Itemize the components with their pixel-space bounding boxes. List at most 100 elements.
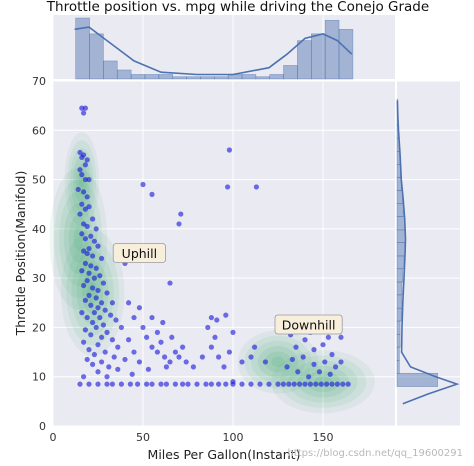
scatter-point	[82, 297, 88, 303]
scatter-point	[275, 381, 281, 387]
right-hist-bar	[396, 203, 404, 217]
kde-contour	[257, 346, 299, 378]
scatter-point	[225, 184, 231, 190]
scatter-point	[136, 305, 142, 311]
scatter-point	[248, 381, 254, 387]
top-hist-bar	[130, 74, 146, 80]
right-hist-bar	[396, 255, 405, 270]
scatter-point	[205, 324, 211, 331]
scatter-point	[82, 162, 88, 168]
scatter-point	[90, 361, 96, 367]
scatter-point	[216, 381, 222, 387]
main-tick-labels: 0 50 100 150 0 10 20 30 40 50 60 70	[32, 75, 334, 444]
scatter-point	[84, 278, 90, 284]
top-hist-bar	[297, 40, 312, 80]
scatter-point	[169, 334, 175, 340]
scatter-point	[104, 329, 110, 335]
scatter-point	[295, 369, 301, 375]
scatter-point	[329, 351, 335, 358]
scatter-point	[338, 334, 344, 340]
scatter-point	[86, 176, 92, 183]
scatter-point	[149, 191, 155, 197]
scatter-point	[91, 238, 97, 244]
scatter-point	[316, 369, 322, 375]
kde-contour	[279, 355, 367, 408]
scatter-point	[338, 359, 344, 365]
top-hist-bar	[310, 33, 326, 80]
kde-contour	[288, 360, 358, 403]
right-hist-bar	[396, 294, 402, 309]
scatter-point	[90, 319, 96, 326]
scatter-point	[90, 253, 96, 259]
scatter-point	[102, 349, 108, 355]
scatter-point	[95, 287, 101, 294]
scatter-point	[221, 364, 227, 370]
scatter-point	[115, 344, 121, 350]
scatter-point	[99, 300, 105, 306]
scatter-point	[88, 263, 94, 269]
right-hist-bar	[396, 242, 406, 257]
scatter-point	[129, 371, 135, 377]
kde-contour	[251, 340, 305, 383]
scatter-point	[86, 245, 92, 252]
x-tick-label: 50	[136, 431, 150, 444]
scatter-point	[149, 344, 155, 350]
scatter-point	[86, 270, 92, 276]
scatter-point	[93, 265, 99, 271]
scatter-point	[216, 354, 222, 360]
scatter-point	[172, 381, 178, 387]
scatter-point	[144, 334, 150, 340]
scatter-point	[95, 243, 101, 249]
scatter-point	[226, 349, 232, 355]
kde-contour	[63, 203, 93, 275]
scatter-point	[145, 366, 151, 372]
scatter-point	[131, 314, 137, 321]
scatter-point	[223, 381, 229, 387]
annotation-box	[112, 243, 166, 263]
top-marginal-background	[53, 15, 395, 79]
scatter-point	[144, 381, 150, 387]
scatter-point	[99, 255, 105, 262]
scatter-point	[149, 314, 155, 321]
scatter-point	[104, 381, 110, 387]
top-hist-bar	[172, 76, 187, 80]
scatter-point	[81, 374, 87, 380]
scatter-point	[100, 280, 106, 286]
scatter-point	[333, 364, 339, 370]
scatter-point	[327, 371, 333, 377]
scatter-point	[180, 344, 186, 350]
scatter-point	[172, 349, 178, 355]
top-hist-bar	[144, 74, 160, 80]
scatter-point	[84, 194, 90, 200]
kde-contour	[49, 167, 107, 310]
scatter-point	[82, 176, 88, 183]
top-hist-bar	[200, 76, 215, 80]
scatter-point	[109, 300, 115, 306]
scatter-point	[214, 317, 220, 323]
scatter-point	[230, 329, 236, 335]
top-marginal-axes	[52, 15, 395, 80]
scatter-point	[162, 354, 168, 360]
annotation-label: Uphill	[122, 246, 157, 261]
scatter-point	[82, 236, 88, 242]
right-marginal-background	[397, 81, 460, 426]
scatter-point	[140, 324, 146, 331]
scatter-point	[77, 211, 83, 217]
scatter-point	[230, 381, 236, 387]
right-hist-bar	[396, 307, 402, 322]
scatter-point	[158, 381, 164, 387]
scatter-point	[108, 312, 114, 318]
top-hist-bar	[103, 60, 118, 80]
right-hist-bar	[396, 372, 438, 387]
scatter-point	[163, 364, 169, 370]
scatter-point	[293, 344, 299, 350]
y-tick-label: 0	[39, 420, 46, 433]
right-hist-bar	[396, 229, 406, 243]
kde-contour	[271, 350, 375, 414]
scatter-point	[104, 290, 110, 296]
scatter-point	[340, 381, 346, 387]
right-hist-bar	[396, 320, 401, 335]
kde-contour	[297, 365, 349, 398]
scatter-point	[95, 369, 101, 375]
scatter-point	[325, 334, 331, 340]
